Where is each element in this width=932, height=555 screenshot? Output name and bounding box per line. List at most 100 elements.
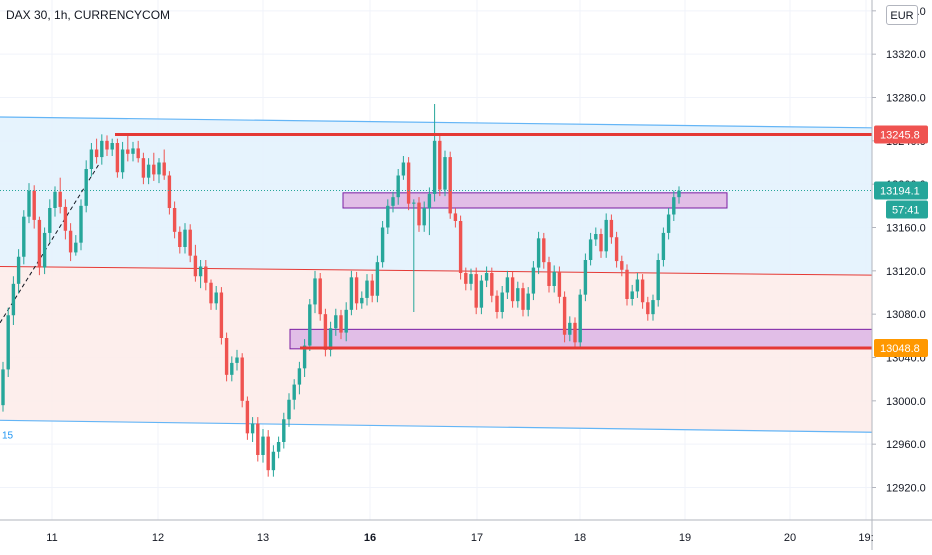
candle-body — [224, 338, 229, 375]
candle-body — [334, 315, 338, 329]
y-tick-label: 12920.0 — [886, 483, 926, 495]
y-tick-label: 13280.0 — [886, 93, 926, 105]
y-tick-label: 13080.0 — [886, 309, 926, 321]
candle-body — [302, 345, 307, 369]
candle-body — [604, 219, 608, 252]
support-tag-label: 13048.8 — [880, 343, 920, 355]
candle-body — [235, 357, 239, 363]
candle-body — [474, 274, 478, 308]
candle-body — [464, 273, 468, 284]
candle-body — [583, 260, 588, 295]
candle-body — [432, 140, 437, 194]
candle-body — [11, 283, 16, 316]
candle-body — [297, 368, 302, 385]
candle-body — [588, 239, 593, 260]
candle-body — [230, 362, 234, 375]
candle-body — [391, 197, 395, 206]
candle-body — [344, 309, 348, 333]
candle-body — [287, 399, 291, 420]
candles — [1, 104, 681, 477]
x-tick-label: 19 — [679, 532, 691, 544]
candle-body — [105, 140, 109, 150]
candle-body — [375, 262, 380, 296]
candle-body — [661, 232, 666, 260]
candle-body — [630, 291, 634, 299]
candle-body — [640, 279, 645, 303]
candle-body — [183, 229, 187, 247]
candle-body — [256, 423, 260, 455]
candle-body — [328, 328, 333, 350]
support-tag-bg — [874, 338, 928, 357]
candle-body — [94, 149, 99, 158]
candle-body — [443, 157, 447, 190]
x-tick-label: 18 — [574, 532, 586, 544]
candle-body — [599, 234, 603, 252]
candle-body — [318, 278, 322, 315]
candle-body — [266, 436, 270, 471]
x-tick-label: 17 — [471, 532, 483, 544]
candle-body — [188, 229, 192, 256]
candle-body — [360, 297, 364, 304]
candle-body — [22, 216, 26, 257]
candle-body — [578, 294, 582, 343]
candle-body — [126, 149, 130, 154]
candle-body — [484, 273, 489, 281]
candle-body — [115, 143, 120, 173]
candle-body — [282, 419, 286, 442]
candle-body — [396, 175, 400, 198]
candle-body — [609, 219, 614, 238]
candle-body — [42, 232, 47, 268]
candle-body — [157, 162, 161, 175]
x-tick-label: 16 — [364, 532, 376, 544]
candle-body — [48, 208, 52, 233]
current-price-tag-countdown-bg — [886, 200, 928, 219]
x-tick-label: 13 — [257, 532, 269, 544]
x-tick-label: 20 — [784, 532, 796, 544]
candle-body — [531, 267, 536, 294]
candle-body — [651, 300, 655, 315]
candle-body — [557, 271, 562, 297]
candle-body — [438, 140, 442, 190]
x-tick-label: 11 — [46, 532, 57, 544]
candle-body — [427, 193, 432, 208]
resistance-tag-label: 13245.8 — [880, 130, 920, 142]
candle-body — [500, 292, 504, 312]
candle-body — [672, 197, 676, 215]
y-tick-label: 13160.0 — [886, 223, 926, 235]
candle-body — [120, 149, 125, 173]
price-tags: 13245.8 13194.1 57:41 13048.8 — [874, 125, 928, 357]
candle-body — [422, 208, 426, 226]
candle-body — [453, 213, 458, 221]
candle-body — [271, 451, 276, 471]
y-tick-label: 13000.0 — [886, 396, 926, 408]
candle-body — [552, 271, 556, 286]
candle-body — [614, 237, 619, 262]
candle-body — [365, 280, 369, 298]
candle-body — [308, 304, 312, 346]
candle-body — [79, 205, 83, 243]
candle-body — [505, 277, 510, 293]
candle-body — [167, 175, 172, 208]
candle-body — [172, 208, 177, 232]
candle-body — [292, 384, 296, 400]
candle-body — [1, 369, 5, 406]
y-tick-label: 13120.0 — [886, 266, 926, 278]
candle-body — [53, 191, 57, 208]
x-tick-label: 19: — [858, 532, 873, 544]
candle-body — [656, 260, 660, 301]
candle-body — [339, 315, 343, 333]
candle-body — [625, 269, 629, 299]
candle-body — [412, 202, 416, 204]
candle-body — [594, 234, 598, 240]
candle-body — [490, 273, 494, 296]
candle-body — [536, 238, 541, 268]
candle-body — [63, 206, 68, 231]
current-price-tag-bg — [874, 181, 928, 200]
candle-body — [209, 282, 213, 304]
currency-button[interactable]: EUR — [886, 5, 918, 25]
candle-body — [562, 296, 567, 335]
candle-body — [666, 214, 671, 233]
